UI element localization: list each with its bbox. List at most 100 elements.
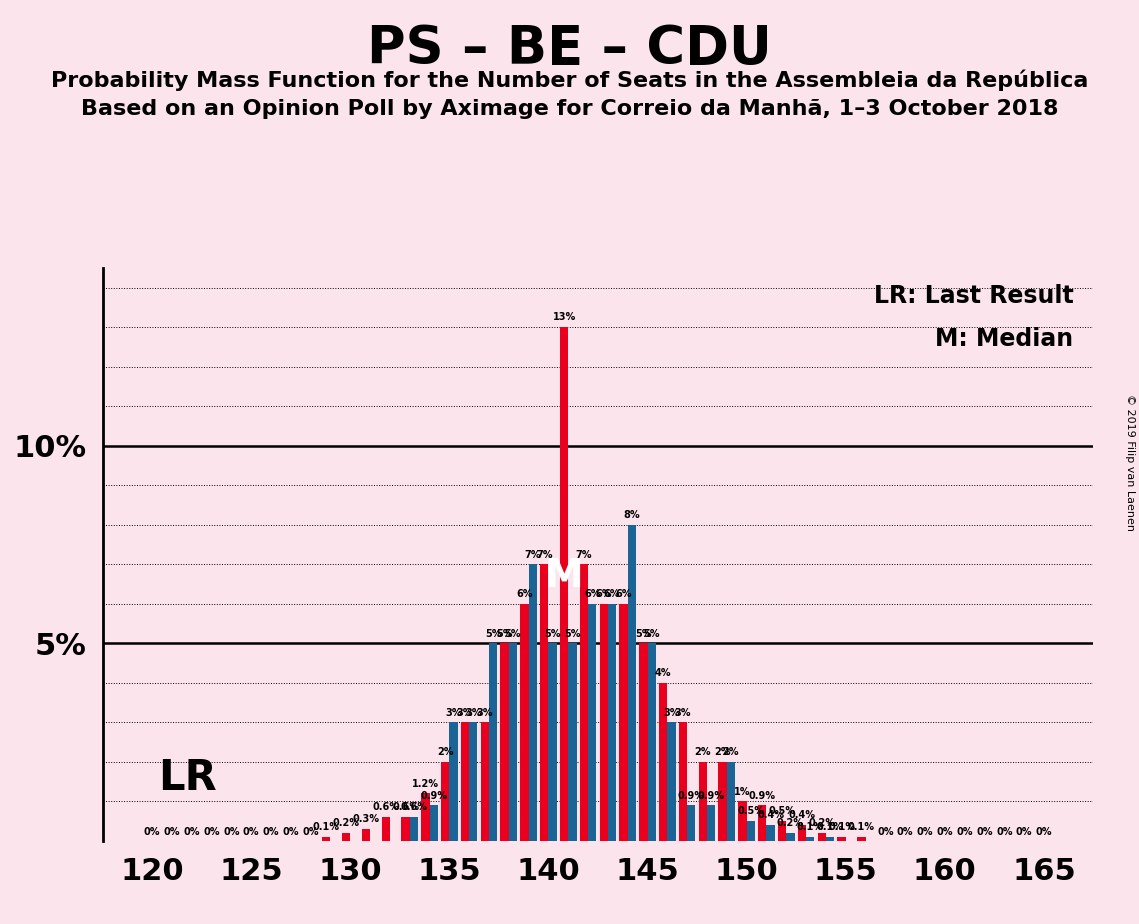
Bar bbox=[628, 525, 636, 841]
Bar bbox=[599, 603, 608, 841]
Text: 0.6%: 0.6% bbox=[392, 802, 419, 812]
Bar bbox=[521, 603, 528, 841]
Bar bbox=[738, 801, 746, 841]
Text: 0%: 0% bbox=[183, 827, 200, 837]
Bar bbox=[778, 821, 786, 841]
Text: 3%: 3% bbox=[457, 708, 473, 718]
Text: 0%: 0% bbox=[223, 827, 239, 837]
Bar bbox=[667, 723, 675, 841]
Bar bbox=[540, 565, 548, 841]
Text: 0%: 0% bbox=[976, 827, 993, 837]
Text: 0.1%: 0.1% bbox=[828, 822, 855, 833]
Text: 0.1%: 0.1% bbox=[847, 822, 875, 833]
Text: 0%: 0% bbox=[302, 827, 319, 837]
Bar bbox=[429, 806, 437, 841]
Bar bbox=[469, 723, 477, 841]
Text: 6%: 6% bbox=[615, 589, 632, 599]
Text: 0%: 0% bbox=[896, 827, 913, 837]
Bar bbox=[568, 643, 576, 841]
Text: 0.4%: 0.4% bbox=[757, 810, 784, 821]
Bar bbox=[449, 723, 458, 841]
Text: 1%: 1% bbox=[735, 786, 751, 796]
Bar bbox=[410, 817, 418, 841]
Bar bbox=[441, 761, 449, 841]
Text: 0%: 0% bbox=[957, 827, 973, 837]
Text: 5%: 5% bbox=[636, 628, 652, 638]
Text: LR: Last Result: LR: Last Result bbox=[874, 284, 1074, 308]
Bar bbox=[679, 723, 687, 841]
Text: 5%: 5% bbox=[644, 628, 659, 638]
Text: 0.5%: 0.5% bbox=[737, 807, 764, 816]
Text: M: M bbox=[544, 557, 583, 595]
Text: 0.5%: 0.5% bbox=[769, 807, 795, 816]
Text: 0.2%: 0.2% bbox=[777, 818, 804, 828]
Text: 3%: 3% bbox=[476, 708, 493, 718]
Text: 0.9%: 0.9% bbox=[678, 791, 705, 800]
Bar bbox=[322, 837, 330, 841]
Text: 3%: 3% bbox=[465, 708, 482, 718]
Text: 0.1%: 0.1% bbox=[817, 822, 844, 833]
Bar bbox=[382, 817, 390, 841]
Text: Probability Mass Function for the Number of Seats in the Assembleia da República: Probability Mass Function for the Number… bbox=[51, 69, 1088, 91]
Text: 7%: 7% bbox=[536, 550, 552, 560]
Text: 0.9%: 0.9% bbox=[420, 791, 448, 800]
Bar bbox=[500, 643, 509, 841]
Bar bbox=[528, 565, 536, 841]
Text: LR: LR bbox=[158, 757, 216, 798]
Text: 0%: 0% bbox=[877, 827, 894, 837]
Text: 0.4%: 0.4% bbox=[788, 810, 816, 821]
Text: 0%: 0% bbox=[144, 827, 161, 837]
Text: 13%: 13% bbox=[552, 312, 575, 322]
Text: 0%: 0% bbox=[995, 827, 1013, 837]
Bar bbox=[858, 837, 866, 841]
Text: 0.2%: 0.2% bbox=[333, 818, 360, 828]
Text: Based on an Opinion Poll by Aximage for Correio da Manhã, 1–3 October 2018: Based on an Opinion Poll by Aximage for … bbox=[81, 99, 1058, 119]
Bar bbox=[548, 643, 557, 841]
Text: 0%: 0% bbox=[1016, 827, 1032, 837]
Bar bbox=[698, 761, 707, 841]
Bar bbox=[509, 643, 517, 841]
Text: 0%: 0% bbox=[1035, 827, 1052, 837]
Text: 2%: 2% bbox=[723, 748, 739, 757]
Text: 0.2%: 0.2% bbox=[809, 818, 835, 828]
Text: 3%: 3% bbox=[663, 708, 680, 718]
Text: 5%: 5% bbox=[497, 628, 513, 638]
Text: 6%: 6% bbox=[516, 589, 533, 599]
Text: 7%: 7% bbox=[575, 550, 592, 560]
Bar bbox=[727, 761, 735, 841]
Text: 5%: 5% bbox=[485, 628, 501, 638]
Text: 0.9%: 0.9% bbox=[748, 791, 776, 800]
Bar bbox=[767, 825, 775, 841]
Text: 0.1%: 0.1% bbox=[313, 822, 339, 833]
Bar bbox=[746, 821, 755, 841]
Text: 2%: 2% bbox=[437, 748, 453, 757]
Bar bbox=[786, 833, 795, 841]
Bar bbox=[806, 837, 814, 841]
Bar bbox=[580, 565, 588, 841]
Bar bbox=[481, 723, 489, 841]
Bar bbox=[687, 806, 696, 841]
Text: 6%: 6% bbox=[584, 589, 600, 599]
Text: 0%: 0% bbox=[936, 827, 953, 837]
Bar bbox=[797, 825, 806, 841]
Text: 0.1%: 0.1% bbox=[797, 822, 823, 833]
Bar bbox=[362, 829, 370, 841]
Text: 0%: 0% bbox=[243, 827, 260, 837]
Bar bbox=[837, 837, 845, 841]
Text: 0%: 0% bbox=[263, 827, 279, 837]
Bar bbox=[461, 723, 469, 841]
Bar bbox=[826, 837, 834, 841]
Text: 6%: 6% bbox=[604, 589, 621, 599]
Text: 6%: 6% bbox=[596, 589, 612, 599]
Text: 0%: 0% bbox=[164, 827, 180, 837]
Text: 5%: 5% bbox=[544, 628, 560, 638]
Bar bbox=[620, 603, 628, 841]
Text: PS – BE – CDU: PS – BE – CDU bbox=[367, 23, 772, 75]
Text: 5%: 5% bbox=[505, 628, 522, 638]
Text: 3%: 3% bbox=[445, 708, 461, 718]
Bar bbox=[639, 643, 647, 841]
Text: 2%: 2% bbox=[714, 748, 731, 757]
Text: 3%: 3% bbox=[674, 708, 691, 718]
Bar bbox=[759, 806, 767, 841]
Bar bbox=[647, 643, 656, 841]
